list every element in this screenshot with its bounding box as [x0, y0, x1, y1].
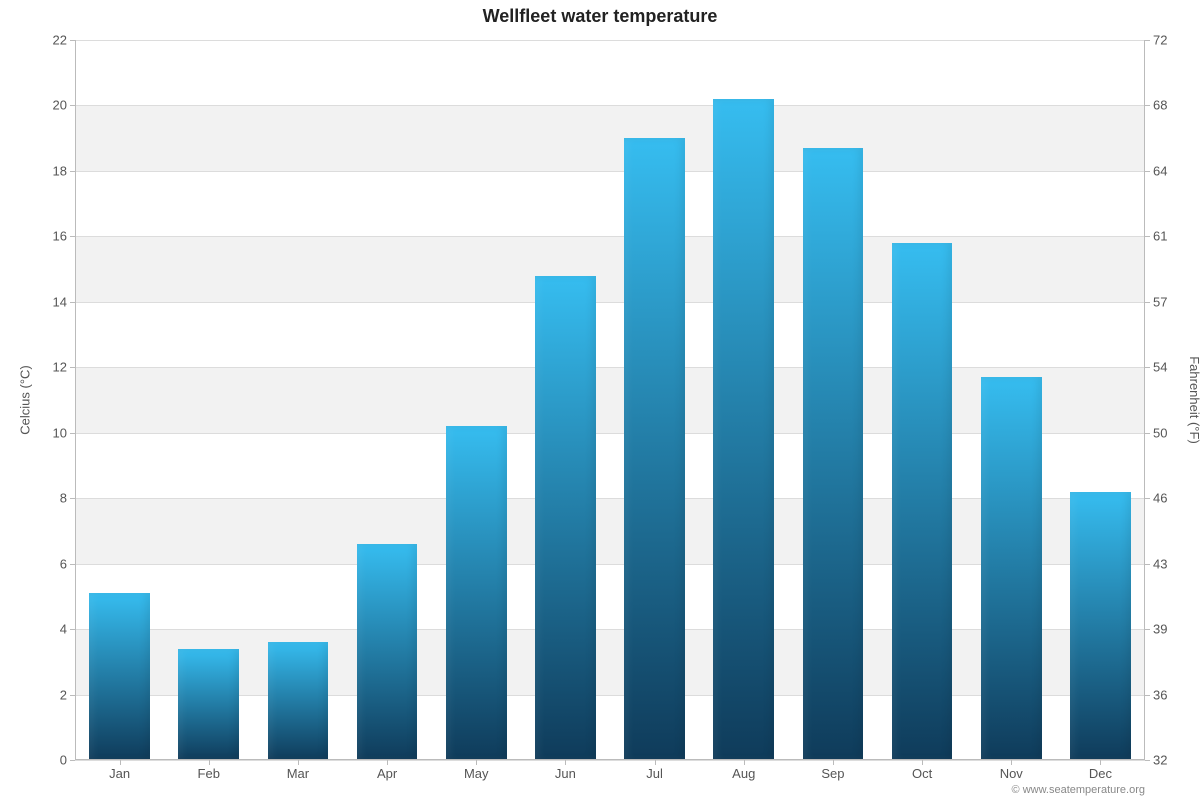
- x-tickmark: [387, 760, 388, 765]
- x-tickmark: [1100, 760, 1101, 765]
- y-right-tickmark: [1145, 171, 1150, 172]
- y-left-axis-label: Celcius (°C): [18, 365, 33, 434]
- x-tickmark: [833, 760, 834, 765]
- x-tickmark: [744, 760, 745, 765]
- y-right-tickmark: [1145, 367, 1150, 368]
- y-right-tickmark: [1145, 302, 1150, 303]
- bar-oct: [892, 243, 953, 760]
- chart-container: Wellfleet water temperature 024681012141…: [0, 0, 1200, 800]
- gridline: [75, 302, 1145, 303]
- y-left-tickmark: [70, 695, 75, 696]
- y-left-tickmark: [70, 171, 75, 172]
- x-tickmark: [476, 760, 477, 765]
- y-left-axis-line: [75, 40, 76, 760]
- y-left-tickmark: [70, 367, 75, 368]
- y-right-tickmark: [1145, 433, 1150, 434]
- bar-sep: [803, 148, 864, 760]
- y-left-tickmark: [70, 302, 75, 303]
- y-left-tickmark: [70, 629, 75, 630]
- x-axis-line: [75, 759, 1145, 760]
- bar-aug: [713, 99, 774, 760]
- y-right-tickmark: [1145, 105, 1150, 106]
- bar-may: [446, 426, 507, 760]
- credit-text: © www.seatemperature.org: [1012, 784, 1145, 796]
- gridline: [75, 236, 1145, 237]
- y-left-tickmark: [70, 236, 75, 237]
- x-tickmark: [1011, 760, 1012, 765]
- y-right-tickmark: [1145, 760, 1150, 761]
- y-right-tickmark: [1145, 40, 1150, 41]
- y-left-tickmark: [70, 40, 75, 41]
- x-tickmark: [922, 760, 923, 765]
- plot-area: 0246810121416182022323639434650545761646…: [75, 40, 1145, 760]
- y-right-tickmark: [1145, 498, 1150, 499]
- y-right-tickmark: [1145, 695, 1150, 696]
- gridline: [75, 760, 1145, 761]
- x-tickmark: [120, 760, 121, 765]
- y-left-tickmark: [70, 564, 75, 565]
- bar-jan: [89, 593, 150, 760]
- y-left-tickmark: [70, 760, 75, 761]
- grid-band: [75, 105, 1145, 170]
- bar-dec: [1070, 492, 1131, 760]
- y-right-axis-line: [1144, 40, 1145, 760]
- gridline: [75, 367, 1145, 368]
- x-tickmark: [565, 760, 566, 765]
- x-tickmark: [298, 760, 299, 765]
- bar-nov: [981, 377, 1042, 760]
- y-left-tickmark: [70, 433, 75, 434]
- y-left-tickmark: [70, 498, 75, 499]
- chart-title: Wellfleet water temperature: [0, 6, 1200, 27]
- bar-mar: [268, 642, 329, 760]
- bar-feb: [178, 649, 239, 760]
- grid-band: [75, 236, 1145, 301]
- bar-jul: [624, 138, 685, 760]
- x-tickmark: [655, 760, 656, 765]
- bar-apr: [357, 544, 418, 760]
- y-right-tickmark: [1145, 629, 1150, 630]
- gridline: [75, 171, 1145, 172]
- y-left-tickmark: [70, 105, 75, 106]
- y-right-tickmark: [1145, 564, 1150, 565]
- x-tickmark: [209, 760, 210, 765]
- gridline: [75, 40, 1145, 41]
- gridline: [75, 105, 1145, 106]
- y-right-tickmark: [1145, 236, 1150, 237]
- bar-jun: [535, 276, 596, 760]
- y-right-axis-label: Fahrenheit (°F): [1188, 356, 1200, 444]
